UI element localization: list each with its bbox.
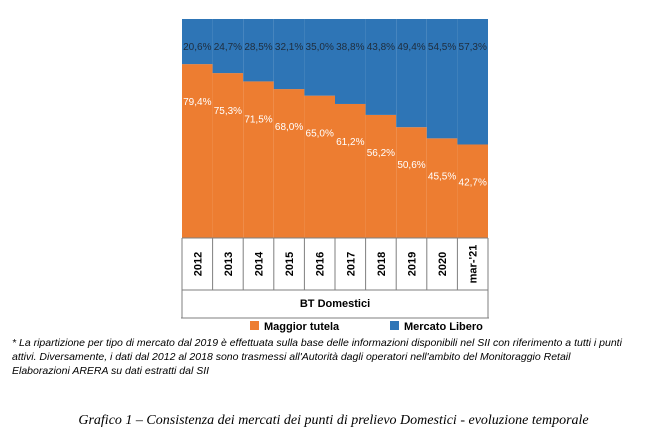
data-label-maggior-tutela: 75,3% — [214, 106, 242, 117]
bar-maggior-tutela — [273, 89, 305, 238]
bar-maggior-tutela — [426, 138, 458, 238]
footnote-line-2: attivi. Diversamente, i dati dal 2012 al… — [12, 351, 571, 363]
chart-svg: 20,6% 79,4% 24,7% 75,3% 28,5% 71,5% 32,1% 68,0%… — [181, 19, 489, 333]
bar-mercato-libero — [365, 19, 397, 115]
data-label-maggior-tutela: 61,2% — [336, 137, 364, 148]
x-tick-label: 2018 — [376, 252, 388, 276]
legend-swatch-mercato-libero — [390, 321, 399, 330]
x-tick-label: mar-'21 — [468, 245, 480, 284]
bar-maggior-tutela — [243, 81, 274, 238]
data-label-mercato-libero: 24,7% — [214, 42, 242, 53]
data-label-maggior-tutela: 42,7% — [459, 177, 487, 188]
data-label-maggior-tutela: 65,0% — [306, 129, 334, 140]
bar-mercato-libero — [335, 19, 366, 104]
bar-mercato-libero — [243, 19, 274, 82]
bar-maggior-tutela — [335, 103, 366, 238]
x-tick-label: 2013 — [223, 252, 235, 276]
x-tick-label: 2019 — [407, 252, 419, 276]
bar-mercato-libero — [457, 19, 488, 145]
data-label-maggior-tutela: 71,5% — [244, 114, 272, 125]
bar-maggior-tutela — [304, 95, 335, 239]
bar-mercato-libero — [304, 19, 335, 96]
bar-maggior-tutela — [212, 73, 244, 238]
x-tick-label: 2014 — [254, 251, 266, 276]
bar-mercato-libero — [212, 19, 244, 74]
bar-maggior-tutela — [396, 127, 427, 238]
bar-mercato-libero — [426, 19, 458, 139]
x-tick-label: 2020 — [437, 252, 449, 276]
legend-label-mercato-libero: Mercato Libero — [404, 321, 483, 333]
data-label-maggior-tutela: 68,0% — [275, 122, 303, 133]
data-label-maggior-tutela: 50,6% — [397, 160, 425, 171]
bar-maggior-tutela — [457, 144, 488, 238]
data-label-maggior-tutela: 45,5% — [428, 171, 456, 182]
data-label-mercato-libero: 54,5% — [428, 42, 456, 53]
data-label-mercato-libero: 43,8% — [367, 42, 395, 53]
data-label-mercato-libero: 49,4% — [397, 42, 425, 53]
x-axis-group-label: BT Domestici — [300, 298, 370, 310]
footnote-line-3: Elaborazioni ARERA su dati estratti dal … — [12, 365, 210, 377]
data-label-mercato-libero: 57,3% — [459, 42, 487, 53]
bar-maggior-tutela — [365, 114, 397, 238]
footnote-line-1: * La ripartizione per tipo di mercato da… — [12, 337, 622, 349]
legend-label-maggior-tutela: Maggior tutela — [264, 321, 340, 333]
x-tick-label: 2016 — [315, 252, 327, 276]
x-tick-label: 2015 — [284, 252, 296, 276]
legend-swatch-maggior-tutela — [250, 321, 259, 330]
x-tick-label: 2012 — [192, 252, 204, 276]
data-label-maggior-tutela: 79,4% — [183, 97, 211, 108]
chart: 20,6% 79,4% 24,7% 75,3% 28,5% 71,5% 32,1% 68,0%… — [181, 19, 489, 333]
data-label-mercato-libero: 35,0% — [306, 42, 334, 53]
data-label-mercato-libero: 38,8% — [336, 42, 364, 53]
figure-caption: Grafico 1 – Consistenza dei mercati dei … — [78, 413, 589, 428]
data-label-mercato-libero: 28,5% — [244, 42, 272, 53]
x-tick-label: 2017 — [345, 252, 357, 276]
data-label-mercato-libero: 32,1% — [275, 42, 303, 53]
bar-mercato-libero — [182, 19, 213, 65]
data-label-mercato-libero: 20,6% — [183, 42, 211, 53]
bar-mercato-libero — [396, 19, 427, 128]
bar-mercato-libero — [273, 19, 305, 90]
bar-maggior-tutela — [182, 64, 213, 238]
data-label-maggior-tutela: 56,2% — [367, 148, 395, 159]
